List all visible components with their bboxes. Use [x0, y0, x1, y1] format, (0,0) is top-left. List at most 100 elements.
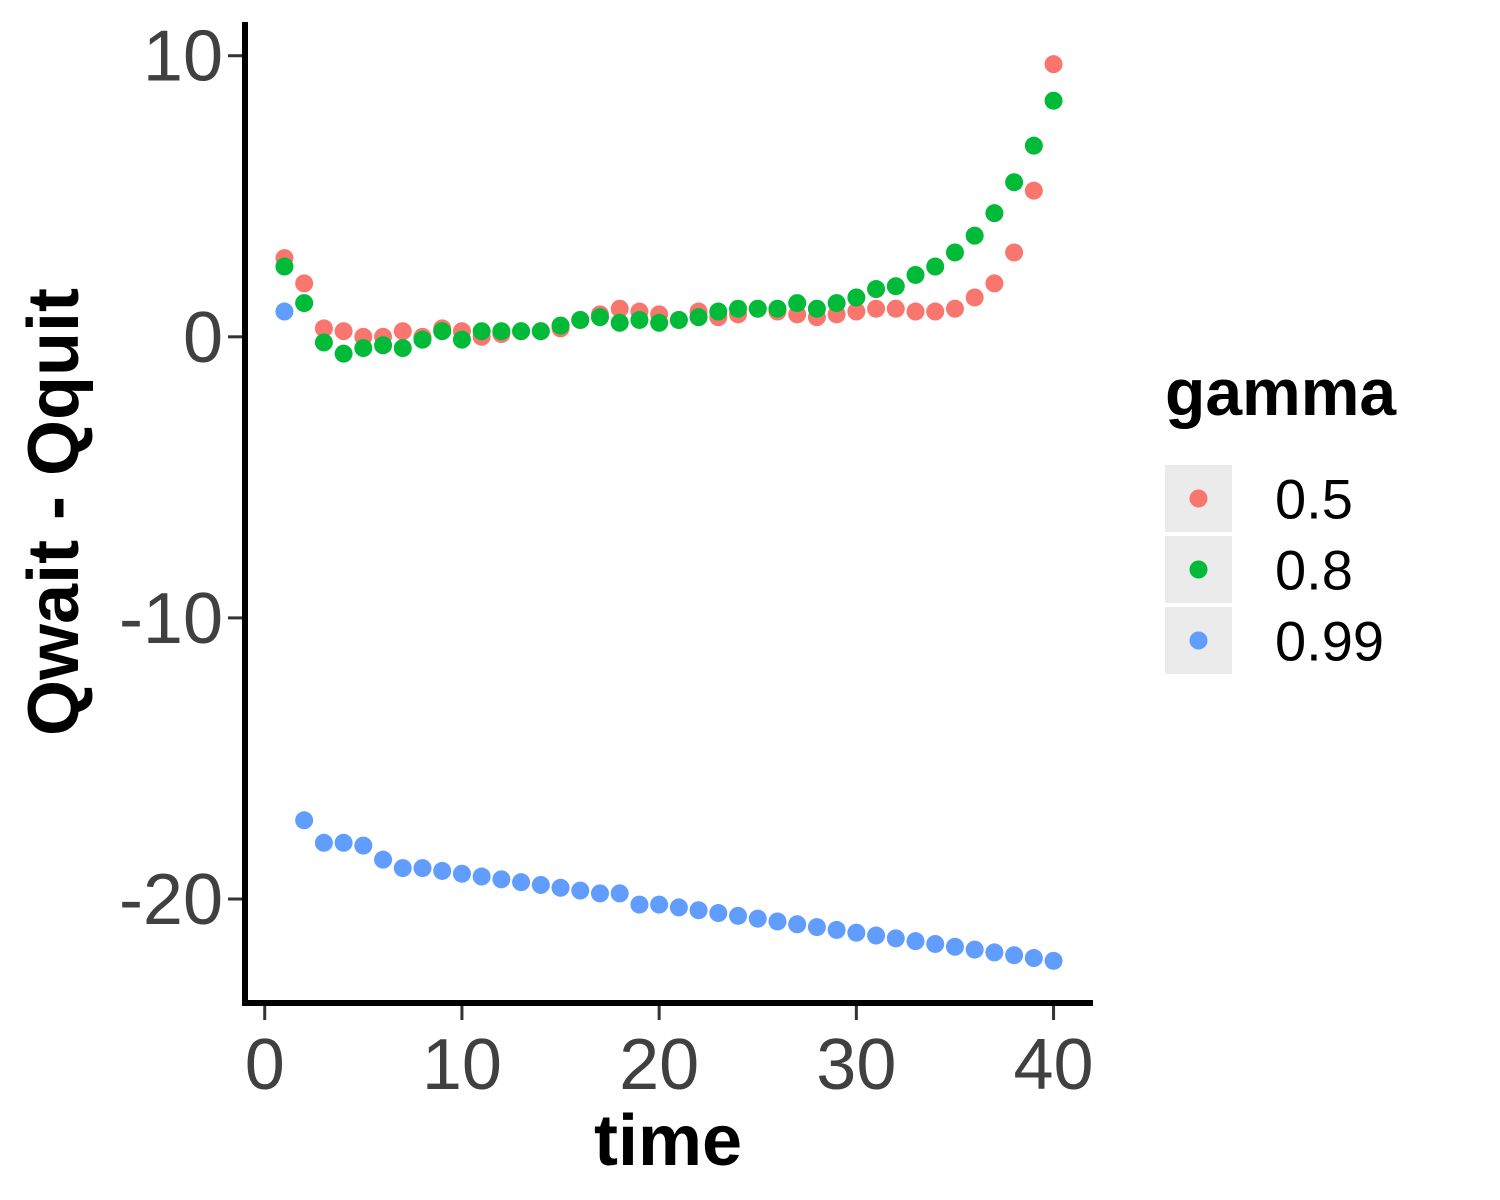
data-point: [669, 310, 688, 329]
data-point: [354, 339, 373, 358]
data-point: [610, 299, 629, 318]
data-point: [314, 319, 333, 338]
data-point: [867, 926, 886, 945]
legend: 0.5 0.8 0.99: [1165, 465, 1384, 674]
data-point: [886, 277, 905, 296]
data-point: [393, 339, 412, 358]
y-tick-label: 0: [183, 298, 223, 378]
data-point: [689, 901, 708, 920]
data-point: [827, 920, 846, 939]
data-point: [452, 330, 471, 349]
data-point: [926, 302, 945, 321]
data-point: [669, 898, 688, 917]
data-point: [571, 881, 590, 900]
data-point: [472, 322, 491, 341]
y-tick-label: -20: [119, 860, 223, 940]
data-point: [965, 288, 984, 307]
data-point: [314, 833, 333, 852]
data-point: [630, 310, 649, 329]
data-point: [768, 299, 787, 318]
data-point: [374, 336, 393, 355]
data-point: [492, 870, 511, 889]
x-axis-title: time: [594, 1101, 742, 1181]
data-point: [985, 274, 1004, 293]
legend-symbol: [1189, 489, 1208, 508]
data-point: [433, 322, 452, 341]
data-point: [926, 934, 945, 953]
data-point: [1024, 136, 1043, 155]
y-tick-label: -10: [119, 579, 223, 659]
data-point: [847, 302, 866, 321]
data-point: [965, 940, 984, 959]
data-point: [295, 811, 314, 830]
data-point: [729, 299, 748, 318]
data-point: [926, 257, 945, 276]
data-point: [275, 302, 294, 321]
data-point: [413, 330, 432, 349]
data-point: [531, 875, 550, 894]
data-point: [413, 859, 432, 878]
legend-symbol: [1189, 560, 1208, 579]
data-point: [334, 344, 353, 363]
data-point: [1044, 951, 1063, 970]
data-point: [1005, 173, 1024, 192]
data-point: [314, 333, 333, 352]
data-point: [472, 867, 491, 886]
data-point: [374, 850, 393, 869]
data-point: [847, 288, 866, 307]
data-point: [610, 313, 629, 332]
x-tick-label: 40: [1014, 1025, 1094, 1105]
data-point: [531, 322, 550, 341]
data-point: [650, 313, 669, 332]
data-point: [945, 243, 964, 262]
data-point: [354, 836, 373, 855]
data-point: [1024, 181, 1043, 200]
data-point: [886, 929, 905, 948]
data-point: [807, 918, 826, 937]
data-point: [709, 904, 728, 923]
data-point: [650, 895, 669, 914]
data-point: [551, 316, 570, 335]
data-point: [334, 322, 353, 341]
data-point: [590, 884, 609, 903]
data-point: [867, 299, 886, 318]
data-point: [512, 873, 531, 892]
data-point: [1044, 55, 1063, 74]
legend-title: gamma: [1165, 355, 1397, 429]
x-tick-label: 0: [245, 1025, 285, 1105]
data-point: [847, 923, 866, 942]
data-point: [571, 310, 590, 329]
data-point: [985, 943, 1004, 962]
data-point: [689, 308, 708, 327]
data-point: [295, 294, 314, 313]
legend-symbol: [1189, 631, 1208, 650]
data-point: [1005, 243, 1024, 262]
data-point: [1005, 946, 1024, 965]
data-point: [827, 294, 846, 313]
data-point: [867, 280, 886, 299]
data-point: [551, 878, 570, 897]
data-point: [709, 302, 728, 321]
x-tick-label: 30: [816, 1025, 896, 1105]
data-point: [906, 302, 925, 321]
data-point: [610, 884, 629, 903]
data-point: [393, 859, 412, 878]
data-point: [393, 322, 412, 341]
data-point: [788, 294, 807, 313]
data-point: [985, 204, 1004, 223]
legend-label: 0.99: [1275, 610, 1384, 673]
data-point: [452, 864, 471, 883]
data-point: [906, 265, 925, 284]
data-points: [275, 55, 1063, 970]
legend-label: 0.8: [1275, 539, 1353, 602]
data-point: [275, 257, 294, 276]
data-point: [1044, 91, 1063, 110]
legend-label: 0.5: [1275, 468, 1353, 531]
data-point: [748, 299, 767, 318]
data-point: [807, 299, 826, 318]
data-point: [433, 861, 452, 880]
data-point: [886, 299, 905, 318]
data-point: [334, 833, 353, 852]
x-tick-label: 10: [422, 1025, 502, 1105]
